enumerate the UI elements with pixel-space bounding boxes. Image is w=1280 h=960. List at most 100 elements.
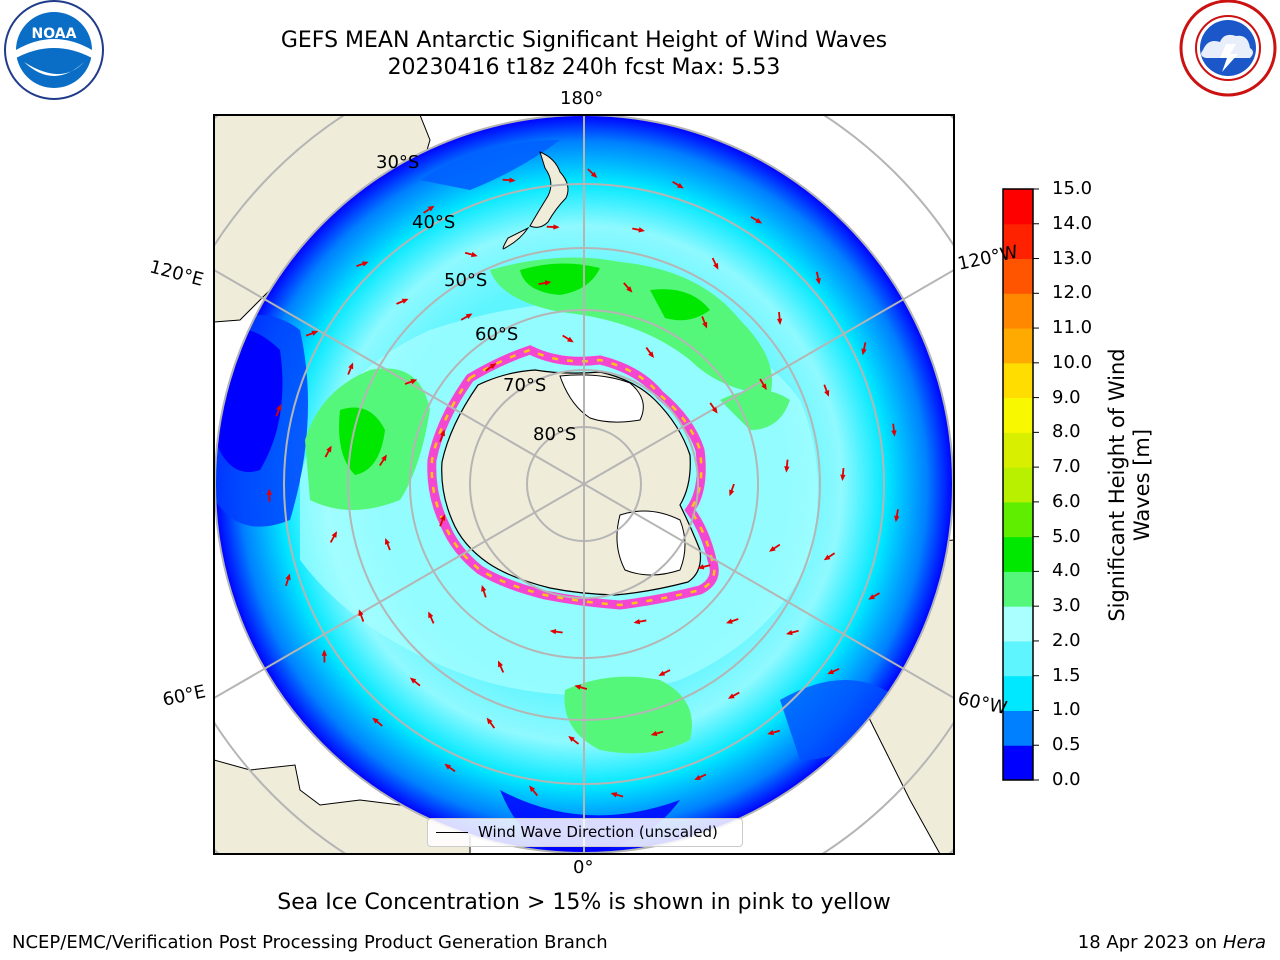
ross-ice-shelf	[559, 374, 644, 423]
colorbar-segment	[1003, 606, 1033, 642]
lat-label-60s: 60°S	[475, 324, 519, 345]
wind-wave-arrowhead	[824, 390, 830, 397]
colorbar-frame	[1002, 188, 1034, 781]
wind-wave-arrowhead	[326, 445, 332, 453]
wind-wave-arrowhead	[894, 515, 900, 523]
wind-wave-arrowhead	[694, 774, 702, 781]
colorbar-tick-label: 13.0	[1052, 247, 1093, 269]
colorbar-tick-label: 0.0	[1052, 769, 1081, 790]
wind-wave-arrowhead	[868, 594, 876, 600]
chart-title: GEFS MEAN Antarctic Significant Height o…	[280, 28, 888, 53]
colorbar-segment	[1003, 328, 1033, 364]
wind-wave-arrowhead	[786, 629, 793, 636]
colorbar-segment	[1003, 189, 1033, 225]
lat-label-40s: 40°S	[412, 212, 456, 233]
wind-wave-arrowhead	[544, 280, 552, 286]
footer-date-text: 18 Apr 2023 on	[1077, 932, 1223, 953]
colorbar-label: Significant Height of Wind Waves [m]	[1105, 348, 1154, 622]
colorbar-segment	[1003, 397, 1033, 433]
wind-wave-arrowhead	[276, 403, 282, 411]
wind-wave-arrowhead	[713, 262, 719, 270]
colorbar-segment	[1003, 293, 1033, 329]
wind-wave-arrowhead	[385, 537, 390, 545]
footer-host: Hera	[1222, 932, 1266, 953]
wind-wave-arrowhead	[891, 430, 897, 437]
wind-wave-arrowhead	[648, 351, 655, 359]
colorbar-tick-label: 12.0	[1052, 282, 1093, 304]
colorbar-tick-label: 6.0	[1052, 490, 1081, 512]
colorbar-segment	[1003, 223, 1033, 260]
wind-wave-arrowhead	[767, 729, 774, 736]
wind-wave-arrowhead	[677, 182, 684, 189]
wind-wave-arrowhead	[549, 628, 557, 635]
wind-wave-arrowhead	[285, 573, 291, 581]
lat-label-50s: 50°S	[444, 270, 488, 291]
wind-wave-arrowhead	[568, 735, 575, 742]
wind-wave-arrowhead	[311, 330, 319, 336]
land-africa	[214, 759, 471, 854]
meridians	[214, 115, 954, 854]
colorbar-tick-label: 14.0	[1052, 212, 1093, 234]
colorbar-tick-label: 2.0	[1052, 629, 1081, 651]
footer-branch: NCEP/EMC/Verification Post Processing Pr…	[12, 932, 608, 953]
wind-wave-arrowhead	[827, 669, 835, 675]
wind-wave-arrowhead	[626, 286, 633, 293]
wind-wave-arrowhead	[725, 618, 733, 624]
wind-wave-arrowhead	[815, 277, 821, 285]
footer-date: 18 Apr 2023 on Hera	[1078, 932, 1266, 953]
wind-wave-arrowhead	[529, 785, 536, 792]
wind-wave-arrowhead	[610, 792, 618, 798]
wind-wave-arrowhead	[590, 171, 598, 178]
wind-wave-arrowhead	[481, 584, 487, 592]
wind-wave-arrowhead	[498, 660, 503, 668]
colorbar-segment	[1003, 536, 1033, 572]
wind-wave-arrowhead	[553, 224, 560, 230]
wind-wave-arrowhead	[444, 763, 452, 770]
wind-wave-arrowhead	[331, 531, 338, 538]
noaa-logo-text: NOAA	[32, 26, 77, 42]
wind-wave-arrowhead	[410, 379, 418, 385]
wind-wave-arrowhead	[711, 406, 718, 414]
wind-wave-arrowhead	[427, 205, 435, 212]
wind-wave-arrowhead	[486, 717, 493, 725]
colorbar-segment	[1003, 467, 1033, 503]
wind-wave-arrowhead	[861, 348, 867, 356]
colorbar-segment	[1003, 675, 1033, 711]
nws-logo	[1179, 0, 1277, 97]
wind-wave-arrowhead	[727, 693, 735, 699]
wind-wave-arrowhead	[633, 619, 641, 625]
colorbar-segment	[1003, 571, 1033, 607]
wind-wave-arrowhead	[574, 684, 582, 690]
wind-wave-arrowhead	[769, 546, 776, 552]
wind-wave-arrowhead	[409, 677, 417, 684]
wind-wave-arrowhead	[784, 466, 790, 473]
wind-wave-arrowhead	[761, 383, 767, 391]
wind-wave-arrowhead	[776, 318, 783, 325]
wind-wave-arrowhead	[358, 609, 364, 617]
wind-wave-arrowhead	[372, 717, 379, 724]
wind-wave-arrowhead	[489, 363, 497, 369]
colorbar-segment	[1003, 640, 1033, 677]
wind-wave-arrowhead	[401, 298, 409, 304]
wind-wave-arrowhead	[650, 730, 658, 737]
colorbar-tick-label: 3.0	[1052, 595, 1081, 617]
wind-wave-arrowhead	[381, 454, 387, 462]
lat-label-30s: 30°S	[376, 152, 420, 173]
wind-wave-arrowhead	[729, 489, 735, 497]
wind-wave-arrowhead	[465, 313, 473, 319]
wind-wave-arrowhead	[509, 177, 516, 183]
colorbar-segment	[1003, 432, 1033, 468]
wind-wave-arrowhead	[471, 251, 478, 258]
wind-wave-arrowhead	[638, 227, 646, 233]
wind-wave-arrows	[266, 168, 900, 798]
wind-wave-arrowhead	[840, 474, 846, 481]
wind-wave-arrowhead	[440, 514, 446, 521]
weddell-ice-shelf	[616, 510, 686, 576]
colorbar-tick-label: 0.5	[1052, 734, 1081, 756]
colorbar-segment	[1003, 258, 1033, 294]
wind-wave-arrowhead	[658, 670, 666, 676]
colorbar-tick-label: 11.0	[1052, 317, 1093, 339]
wind-wave-arrowhead	[823, 554, 831, 561]
wind-wave-arrowhead	[439, 429, 445, 437]
